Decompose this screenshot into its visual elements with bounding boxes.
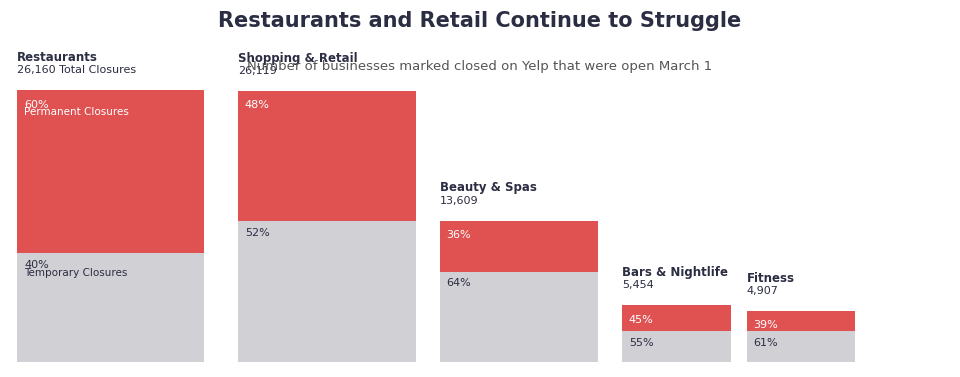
Text: Temporary Closures: Temporary Closures (24, 268, 128, 278)
Text: Restaurants and Retail Continue to Struggle: Restaurants and Retail Continue to Strug… (218, 11, 742, 31)
Text: 36%: 36% (446, 230, 471, 240)
Text: 5,454: 5,454 (622, 280, 654, 290)
Text: 45%: 45% (629, 315, 654, 325)
Text: Beauty & Spas: Beauty & Spas (440, 181, 537, 194)
Bar (622, 331, 731, 362)
Text: Number of businesses marked closed on Yelp that were open March 1: Number of businesses marked closed on Ye… (248, 60, 712, 73)
Text: 48%: 48% (245, 100, 270, 110)
Bar (747, 311, 855, 331)
Bar (440, 271, 598, 362)
Bar (747, 331, 855, 362)
Bar (622, 305, 731, 331)
Text: 64%: 64% (446, 278, 471, 288)
Text: Permanent Closures: Permanent Closures (24, 107, 129, 118)
Text: Bars & Nightlife: Bars & Nightlife (622, 266, 728, 279)
Text: 61%: 61% (754, 338, 779, 348)
Text: 55%: 55% (629, 337, 654, 348)
Bar (440, 221, 598, 271)
Bar (17, 90, 204, 253)
Text: 26,119: 26,119 (238, 66, 276, 76)
Text: 40%: 40% (24, 260, 49, 270)
Text: 39%: 39% (754, 320, 779, 330)
Text: Fitness: Fitness (747, 271, 795, 285)
Text: 52%: 52% (245, 228, 270, 238)
Bar (238, 221, 416, 362)
Text: Shopping & Retail: Shopping & Retail (238, 52, 358, 64)
Text: 13,609: 13,609 (440, 196, 478, 205)
Text: 60%: 60% (24, 100, 49, 110)
Bar (238, 91, 416, 221)
Text: 26,160 Total Closures: 26,160 Total Closures (17, 65, 136, 75)
Bar (17, 253, 204, 362)
Text: Restaurants: Restaurants (17, 51, 98, 64)
Text: 4,907: 4,907 (747, 286, 779, 296)
